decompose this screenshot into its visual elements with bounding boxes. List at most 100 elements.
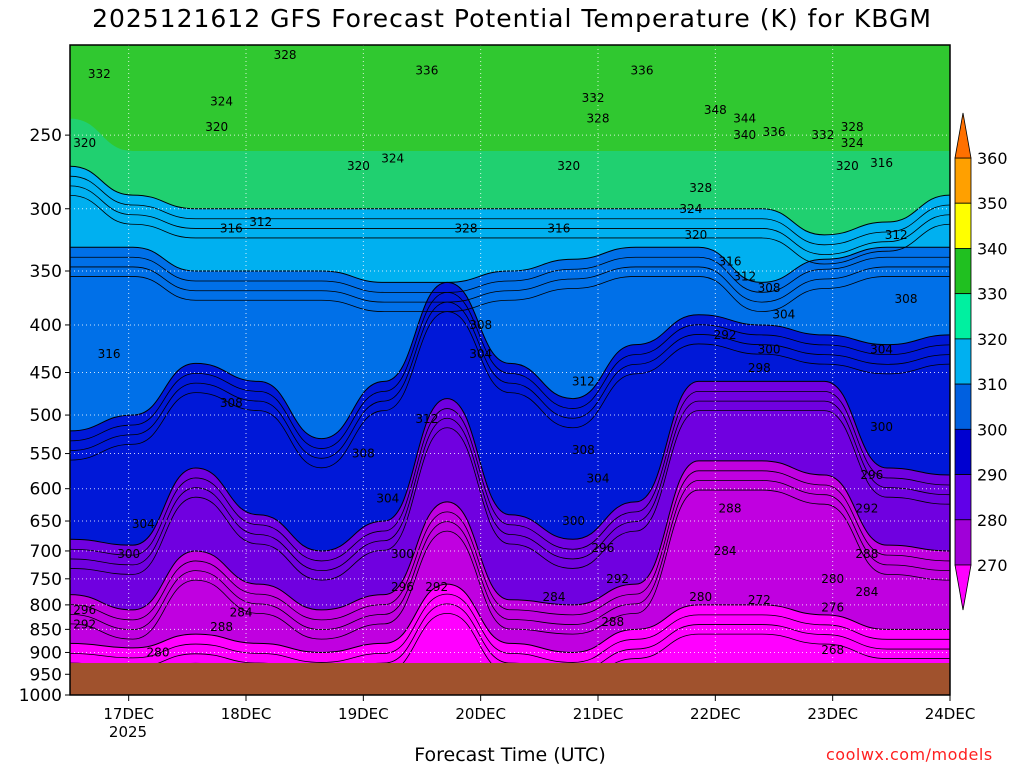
x-year-label: 2025 <box>109 723 147 741</box>
colorbar-segment <box>954 338 972 385</box>
isotherm-line <box>70 276 950 312</box>
x-tick-label: 23DEC <box>807 705 858 723</box>
contour-label: 284 <box>855 585 878 599</box>
isotherm-line <box>70 410 950 581</box>
contour-label: 284 <box>230 605 253 619</box>
contour-label: 328 <box>587 112 610 126</box>
contour-label: 328 <box>455 221 478 235</box>
contour-label: 312 <box>885 228 908 242</box>
y-tick-label: 650 <box>30 512 62 532</box>
colorbar-segment <box>954 474 972 521</box>
contour-label: 324 <box>841 136 864 150</box>
isotherm-line <box>70 266 950 303</box>
colorbar: 360 350 340 330 320 310 300 290 280 270 <box>954 112 1008 611</box>
credit-text: coolwx.com/models <box>826 745 993 764</box>
chart-title: 2025121612 GFS Forecast Potential Temper… <box>92 4 932 33</box>
y-tick-label: 450 <box>30 364 62 384</box>
contour-label: 308 <box>469 318 492 332</box>
y-tick-label: 600 <box>30 480 62 500</box>
contour-label: 312 <box>572 374 595 388</box>
contour-label: 292 <box>73 618 96 632</box>
contour-label: 324 <box>210 94 233 108</box>
y-tick-label: 550 <box>30 445 62 465</box>
y-tick-label: 950 <box>30 665 62 685</box>
contour-label: 320 <box>205 120 228 134</box>
y-tick-label: 500 <box>30 406 62 426</box>
colorbar-label: 270 <box>977 556 1008 575</box>
contour-label: 316 <box>719 255 742 269</box>
isotherm-line <box>70 390 950 562</box>
colorbar-segment <box>954 519 972 566</box>
contour-label: 336 <box>763 125 786 139</box>
contour-label: 300 <box>562 514 585 528</box>
isotherm-line <box>70 583 950 653</box>
contour-label: 312 <box>733 270 756 284</box>
contour-label: 332 <box>88 67 111 81</box>
contour-label: 320 <box>836 159 859 173</box>
contour-label: 336 <box>415 63 438 77</box>
contour-label: 292 <box>855 501 878 515</box>
contour-label: 316 <box>547 221 570 235</box>
x-tick-label: 20DEC <box>455 705 506 723</box>
x-tick-label: 19DEC <box>338 705 389 723</box>
contour-label: 288 <box>601 615 624 629</box>
contour-labels: 332 324 328 320 320 336 320 324 328 332 328 336 320 3… <box>73 48 917 659</box>
contour-label: 300 <box>870 420 893 434</box>
contour-label: 320 <box>347 159 370 173</box>
contour-label: 288 <box>719 501 742 515</box>
contour-label: 300 <box>117 547 140 561</box>
contour-label: 304 <box>870 342 893 356</box>
contour-label: 292 <box>425 580 448 594</box>
y-axis: 250 300 350 400 450 500 550 600 650 700 750 800 850 9… <box>19 126 70 706</box>
isotherm-line <box>70 175 950 246</box>
isotherm-line <box>70 603 950 673</box>
isotherm-line <box>70 400 950 572</box>
contour-label: 300 <box>758 342 781 356</box>
plot-frame <box>69 44 951 696</box>
colorbar-segment <box>954 428 972 475</box>
contour-label: 308 <box>572 443 595 457</box>
isotherm-line <box>70 185 950 255</box>
contour-label: 332 <box>811 128 834 142</box>
colorbar-label: 290 <box>977 466 1008 485</box>
colorbar-label: 350 <box>977 194 1008 213</box>
isotherm-line <box>70 593 950 663</box>
y-tick-label: 400 <box>30 316 62 336</box>
x-axis: 17DEC 18DEC 19DEC 20DEC 21DEC 22DEC 23DEC 24DEC <box>103 695 975 723</box>
contour-label: 320 <box>557 159 580 173</box>
colorbar-segment <box>954 248 972 295</box>
colorbar-label: 340 <box>977 239 1008 258</box>
fill-band <box>70 166 950 283</box>
contour-label: 324 <box>381 152 404 166</box>
isotherm-line <box>70 460 950 611</box>
contour-label: 324 <box>679 202 702 216</box>
colorbar-segment <box>954 383 972 430</box>
contour-label: 288 <box>210 620 233 634</box>
contour-label: 332 <box>582 91 605 105</box>
contour-label: 328 <box>841 120 864 134</box>
y-tick-label: 350 <box>30 262 62 282</box>
x-tick-label: 24DEC <box>925 705 976 723</box>
y-tick-label: 750 <box>30 570 62 590</box>
contour-label: 348 <box>704 103 727 117</box>
contour-label: 344 <box>733 112 756 126</box>
contour-label: 268 <box>821 643 844 657</box>
colorbar-label: 310 <box>977 375 1008 394</box>
isotherm-line <box>70 470 950 621</box>
contour-label: 308 <box>895 292 918 306</box>
y-tick-label: 850 <box>30 620 62 640</box>
isotherm-line <box>70 256 950 293</box>
contour-label: 308 <box>220 396 243 410</box>
x-tick-label: 18DEC <box>221 705 272 723</box>
y-tick-label: 1000 <box>19 686 62 706</box>
x-axis-label: Forecast Time (UTC) <box>414 744 606 766</box>
fill-band <box>70 247 950 439</box>
contour-label: 316 <box>98 347 121 361</box>
colorbar-label: 280 <box>977 511 1008 530</box>
fill-band <box>70 282 950 551</box>
contour-label: 280 <box>821 572 844 586</box>
contour-label: 298 <box>748 361 771 375</box>
contour-label: 288 <box>855 547 878 561</box>
isotherm-line <box>70 311 950 469</box>
